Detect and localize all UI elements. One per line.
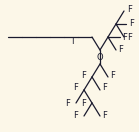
Text: I: I — [71, 37, 73, 46]
Text: F: F — [73, 112, 78, 121]
Text: F: F — [127, 6, 132, 15]
Text: F: F — [81, 70, 86, 79]
Text: F: F — [73, 84, 78, 93]
Text: F: F — [127, 32, 132, 41]
Text: O: O — [97, 53, 103, 62]
Text: F: F — [81, 98, 86, 107]
Text: F: F — [122, 32, 127, 41]
Text: F: F — [110, 70, 115, 79]
Text: F: F — [102, 84, 107, 93]
Text: F: F — [118, 46, 123, 55]
Text: F: F — [102, 112, 107, 121]
Text: F: F — [65, 98, 70, 107]
Text: F: F — [129, 20, 134, 29]
